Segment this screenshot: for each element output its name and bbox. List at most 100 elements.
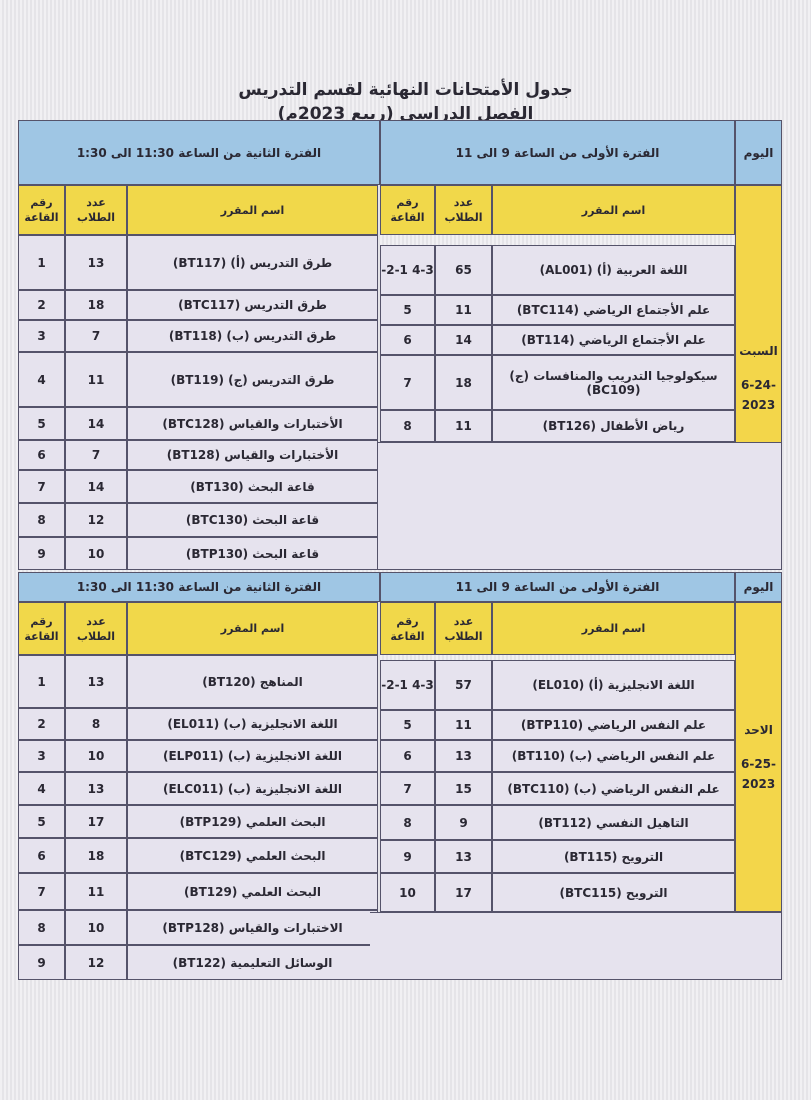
day-date-line1: -6-25	[741, 757, 777, 771]
room-cell: 1	[18, 655, 65, 708]
students-cell: 8	[65, 708, 127, 740]
period1-course-header: اسم المقرر	[492, 602, 735, 655]
room-cell: 9	[18, 945, 65, 980]
students-cell: 12	[65, 945, 127, 980]
room-cell: 6	[380, 325, 435, 355]
students-cell: 18	[435, 355, 492, 410]
course-cell: اللغة الانجليزية (ب) (EL011)	[127, 708, 378, 740]
course-cell: علم الأجتماع الرياضي (BT114)	[492, 325, 735, 355]
students-cell: 65	[435, 245, 492, 295]
room-cell: 8	[18, 503, 65, 537]
room-cell: 5	[18, 407, 65, 440]
course-cell: البحث العلمي (BT129)	[127, 873, 378, 910]
empty-area	[370, 912, 782, 980]
course-cell: الأختبارات والقياس (BT128)	[127, 440, 378, 470]
students-cell: 13	[65, 655, 127, 708]
room-cell: 7	[18, 470, 65, 503]
room-cell: -2-1 4-3	[380, 245, 435, 295]
course-cell: علم الأجتماع الرياضي (BTC114)	[492, 295, 735, 325]
room-cell: 3	[18, 740, 65, 772]
period1-course-header: اسم المقرر	[492, 185, 735, 235]
course-cell: اللغة العربية (أ) (AL001)	[492, 245, 735, 295]
period2-room-header: رقم القاعة	[18, 602, 65, 655]
students-cell: 18	[65, 290, 127, 320]
students-cell: 17	[435, 873, 492, 912]
room-cell: 6	[380, 740, 435, 772]
day-header: اليوم	[735, 120, 782, 185]
course-cell: اللغة الانجليزية (ب) (ELC011)	[127, 772, 378, 805]
course-cell: طرق التدريس (ج) (BT119)	[127, 352, 378, 407]
students-cell: 14	[65, 470, 127, 503]
students-cell: 11	[65, 352, 127, 407]
students-cell: 13	[65, 772, 127, 805]
course-cell: طرق التدريس (أ) (BT117)	[127, 235, 378, 290]
course-cell: قاعة البحث (BTC130)	[127, 503, 378, 537]
students-cell: 11	[435, 710, 492, 740]
room-cell: 7	[380, 772, 435, 805]
students-cell: 13	[435, 740, 492, 772]
room-cell: 6	[18, 440, 65, 470]
students-cell: 13	[65, 235, 127, 290]
students-cell: 57	[435, 660, 492, 710]
course-cell: علم النفس الرياضي (ب) (BT110)	[492, 740, 735, 772]
day-date-line2: 2023	[741, 777, 776, 791]
course-cell: قاعة البحث (BT130)	[127, 470, 378, 503]
day-header: اليوم	[735, 572, 782, 602]
room-cell: 3	[18, 320, 65, 352]
period1-students-header: عدد الطلاب	[435, 185, 492, 235]
course-cell: البحث العلمي (BTP129)	[127, 805, 378, 838]
students-cell: 17	[65, 805, 127, 838]
course-cell: قاعة البحث (BTP130)	[127, 537, 378, 570]
room-cell: 2	[18, 708, 65, 740]
room-cell: 7	[380, 355, 435, 410]
course-cell: اللغة الانجليزية (أ) (EL010)	[492, 660, 735, 710]
period1-header: الفترة الأولى من الساعة 9 الى 11	[380, 572, 735, 602]
day-day-name: الاحد	[744, 723, 773, 737]
empty-area	[378, 442, 782, 570]
day-date-line2: 2023	[741, 397, 776, 412]
room-cell: 9	[380, 840, 435, 873]
period1-students-header: عدد الطلاب	[435, 602, 492, 655]
period2-course-header: اسم المقرر	[127, 602, 378, 655]
course-cell: علم النفس الرياضي (BTP110)	[492, 710, 735, 740]
course-cell: اللغة الانجليزية (ب) (ELP011)	[127, 740, 378, 772]
course-cell: الترويح (BTC115)	[492, 873, 735, 912]
students-cell: 11	[65, 873, 127, 910]
students-cell: 14	[435, 325, 492, 355]
room-cell: 2	[18, 290, 65, 320]
course-cell: البحث العلمي (BTC129)	[127, 838, 378, 873]
students-cell: 9	[435, 805, 492, 840]
day-date-line1: -6-24	[741, 377, 777, 392]
room-cell: 6	[18, 838, 65, 873]
room-cell: 5	[380, 295, 435, 325]
period2-room-header: رقم القاعة	[18, 185, 65, 235]
page-title: جدول الأمتحانات النهائية لقسم التدريس	[238, 80, 573, 100]
period2-students-header: عدد الطلاب	[65, 602, 127, 655]
students-cell: 15	[435, 772, 492, 805]
room-cell: 8	[18, 910, 65, 945]
course-cell: طرق التدريس (BTC117)	[127, 290, 378, 320]
students-cell: 10	[65, 740, 127, 772]
period1-room-header: رقم القاعة	[380, 185, 435, 235]
students-cell: 12	[65, 503, 127, 537]
students-cell: 10	[65, 537, 127, 570]
room-cell: 1	[18, 235, 65, 290]
room-cell: 4	[18, 772, 65, 805]
day-cell: الاحد -6-25 2023	[735, 602, 782, 912]
day-day-name: السبت	[739, 343, 778, 358]
room-cell: 8	[380, 805, 435, 840]
room-cell: 10	[380, 873, 435, 912]
period2-header: الفترة الثانية من الساعة 11:30 الى 1:30	[18, 572, 380, 602]
room-cell: 5	[380, 710, 435, 740]
period2-students-header: عدد الطلاب	[65, 185, 127, 235]
room-cell: 5	[18, 805, 65, 838]
students-cell: 11	[435, 410, 492, 442]
students-cell: 13	[435, 840, 492, 873]
course-cell: سيكولوجيا التدريب والمنافسات (ج) (BC109)	[492, 355, 735, 410]
students-cell: 18	[65, 838, 127, 873]
students-cell: 14	[65, 407, 127, 440]
course-cell: الاختبارات والقياس (BTP128)	[127, 910, 378, 945]
room-cell: 9	[18, 537, 65, 570]
page-subtitle: الفصل الدراسي (ربيع 2023م)	[277, 104, 534, 124]
course-cell: الترويح (BT115)	[492, 840, 735, 873]
